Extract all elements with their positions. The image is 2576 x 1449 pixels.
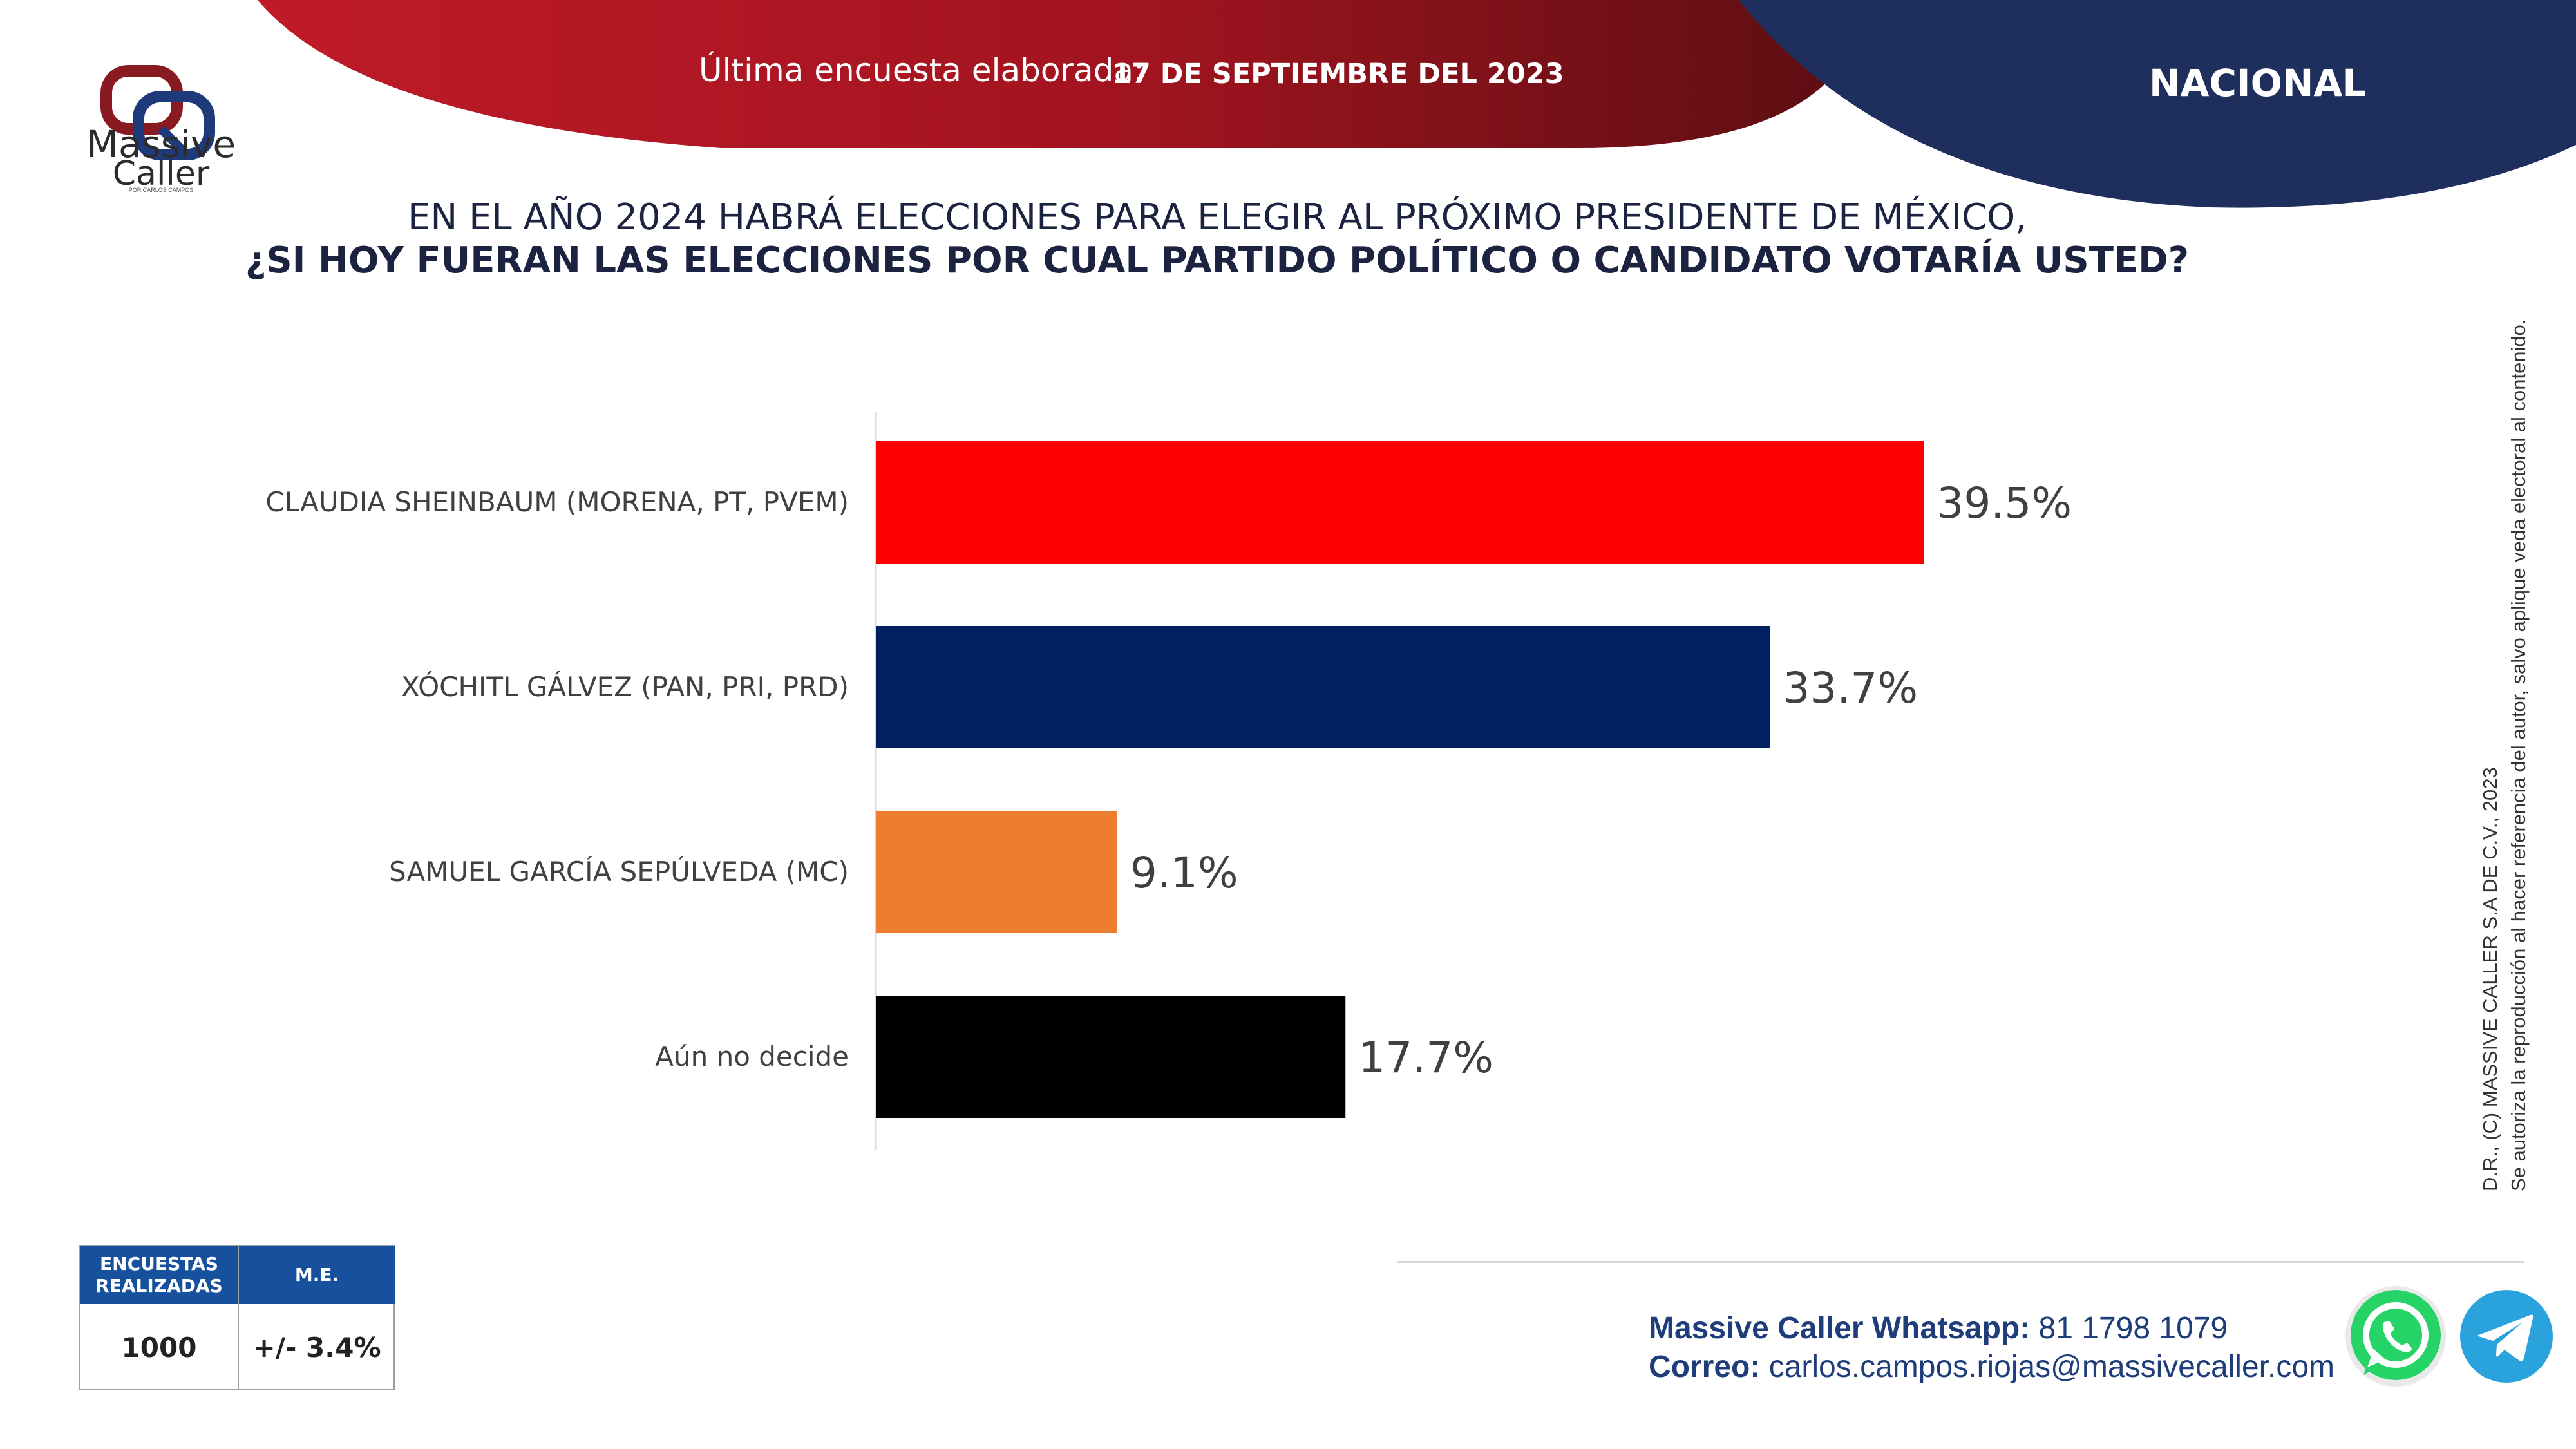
value-label-1: 33.7%	[1783, 663, 1918, 713]
question-line-1: EN EL AÑO 2024 HABRÁ ELECCIONES PARA ELE…	[0, 196, 2434, 238]
bar-0	[876, 441, 1924, 564]
header-banner	[0, 0, 2576, 219]
whatsapp-label: Massive Caller Whatsapp:	[1649, 1311, 2030, 1345]
margin-error-value: +/- 3.4%	[239, 1304, 395, 1390]
surveys-value: 1000	[80, 1304, 238, 1390]
whatsapp-number: 81 1798 1079	[2039, 1311, 2228, 1345]
email-address[interactable]: carlos.campos.riojas@massivecaller.com	[1769, 1350, 2334, 1384]
contact-email: Correo: carlos.campos.riojas@massivecall…	[1649, 1349, 2334, 1385]
category-label-3: Aún no decide	[655, 1041, 849, 1072]
bar-2	[876, 811, 1117, 933]
copyright-line-1: D.R., (C) MASSIVE CALLER S.A DE C.V., 20…	[2476, 319, 2505, 1191]
region-title: NACIONAL	[2149, 61, 2366, 105]
survey-date-label: Última encuesta elaborada:	[699, 52, 1144, 89]
contact-whatsapp: Massive Caller Whatsapp: 81 1798 1079	[1649, 1311, 2228, 1346]
telegram-icon[interactable]	[2458, 1288, 2555, 1385]
bar-chart: CLAUDIA SHEINBAUM (MORENA, PT, PVEM) 39.5…	[0, 386, 2190, 1159]
bar-3	[876, 996, 1345, 1118]
copyright-line-2: Se autoriza la reproducción al hacer ref…	[2505, 319, 2533, 1191]
category-label-2: SAMUEL GARCÍA SEPÚLVEDA (MC)	[389, 855, 849, 887]
whatsapp-icon[interactable]	[2339, 1285, 2452, 1394]
margin-error-header: M.E.	[239, 1246, 395, 1304]
surveys-header: ENCUESTAS REALIZADAS	[80, 1246, 238, 1304]
footer-divider	[1397, 1261, 2524, 1263]
bar-1	[876, 626, 1770, 748]
email-label: Correo:	[1649, 1350, 1760, 1384]
question-line-2: ¿SI HOY FUERAN LAS ELECCIONES POR CUAL P…	[0, 240, 2434, 281]
category-label-0: CLAUDIA SHEINBAUM (MORENA, PT, PVEM)	[265, 486, 849, 518]
value-label-0: 39.5%	[1937, 478, 2072, 528]
survey-stats-table: ENCUESTAS REALIZADAS M.E. 1000 +/- 3.4%	[79, 1245, 395, 1390]
copyright-notice: D.R., (C) MASSIVE CALLER S.A DE C.V., 20…	[2476, 319, 2533, 1191]
logo-tagline: POR CARLOS CAMPOS	[77, 187, 245, 193]
survey-date: 17 DE SEPTIEMBRE DEL 2023	[1112, 58, 1564, 90]
value-label-3: 17.7%	[1358, 1033, 1493, 1083]
value-label-2: 9.1%	[1130, 848, 1238, 898]
category-label-1: XÓCHITL GÁLVEZ (PAN, PRI, PRD)	[401, 670, 849, 703]
table-divider	[238, 1246, 239, 1390]
